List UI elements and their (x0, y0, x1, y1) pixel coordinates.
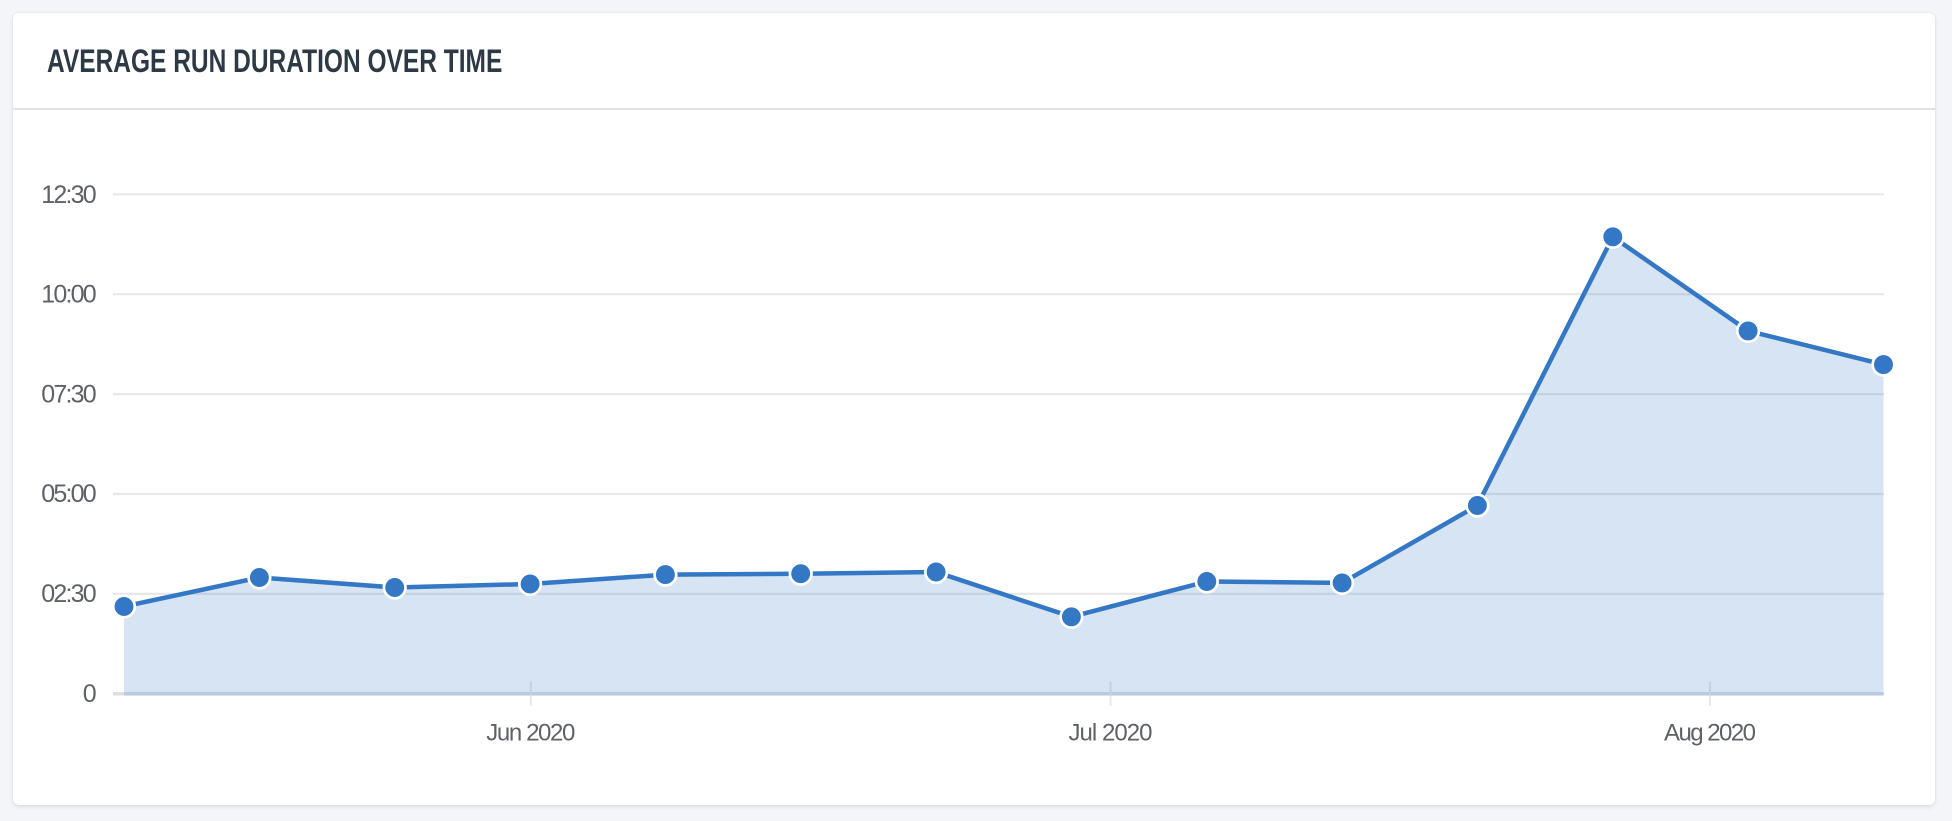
svg-text:10:00: 10:00 (41, 281, 97, 309)
svg-text:Jun 2020: Jun 2020 (486, 720, 575, 747)
svg-text:12:30: 12:30 (41, 181, 97, 209)
svg-text:0: 0 (83, 680, 97, 708)
svg-text:02:30: 02:30 (41, 580, 97, 608)
svg-text:05:00: 05:00 (41, 480, 97, 508)
svg-text:Aug 2020: Aug 2020 (1664, 720, 1756, 747)
svg-text:Jul 2020: Jul 2020 (1069, 720, 1153, 747)
svg-text:07:30: 07:30 (41, 380, 97, 408)
